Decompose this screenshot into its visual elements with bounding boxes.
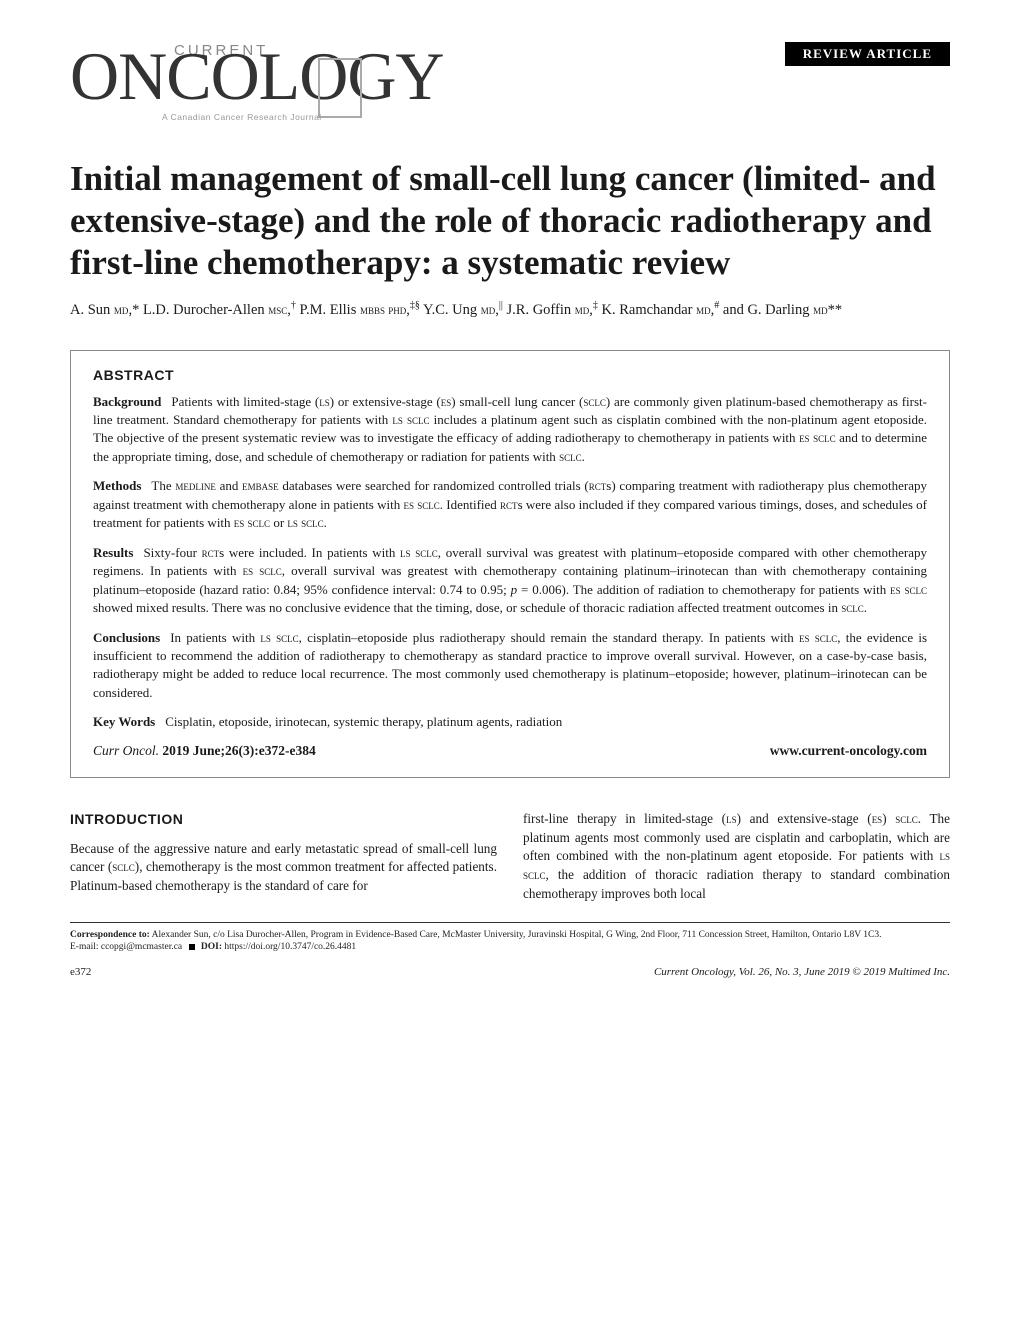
- abstract-text: Patients with limited-stage (ls) or exte…: [93, 394, 927, 464]
- citation: Curr Oncol. 2019 June;26(3):e372-e384: [93, 743, 316, 759]
- citation-journal: Curr Oncol.: [93, 743, 159, 758]
- introduction-text-col2: first-line therapy in limited-stage (ls)…: [523, 810, 950, 904]
- article-title: Initial management of small-cell lung ca…: [70, 158, 950, 284]
- abstract-methods: MethodsThe medline and embase databases …: [93, 477, 927, 532]
- correspondence: Correspondence to: Alexander Sun, c/o Li…: [70, 929, 950, 955]
- column-right: first-line therapy in limited-stage (ls)…: [523, 810, 950, 904]
- body-columns: INTRODUCTION Because of the aggressive n…: [70, 810, 950, 904]
- abstract-text: The medline and embase databases were se…: [93, 478, 927, 530]
- authors-line: A. Sun md,* L.D. Durocher-Allen msc,† P.…: [70, 298, 950, 322]
- logo-box-icon: [318, 58, 362, 118]
- abstract-label: Key Words: [93, 714, 155, 729]
- header-row: CURRENT ONCOLOGY A Canadian Cancer Resea…: [70, 42, 950, 130]
- abstract-results: ResultsSixty-four rcts were included. In…: [93, 544, 927, 618]
- abstract-box: ABSTRACT BackgroundPatients with limited…: [70, 350, 950, 778]
- introduction-text-col1: Because of the aggressive nature and ear…: [70, 840, 497, 896]
- abstract-keywords: Key Words Cisplatin, etoposide, irinoteca…: [93, 713, 927, 731]
- abstract-conclusions: ConclusionsIn patients with ls sclc, cis…: [93, 629, 927, 703]
- page-number: e372: [70, 966, 91, 978]
- footer-row: e372 Current Oncology, Vol. 26, No. 3, J…: [70, 966, 950, 978]
- column-left: INTRODUCTION Because of the aggressive n…: [70, 810, 497, 904]
- article-type-badge: REVIEW ARTICLE: [785, 42, 950, 66]
- citation-details: 2019 June;26(3):e372-e384: [159, 743, 316, 758]
- journal-tagline: A Canadian Cancer Research Journal: [162, 112, 322, 122]
- journal-logo: CURRENT ONCOLOGY A Canadian Cancer Resea…: [70, 42, 444, 130]
- journal-website: www.current-oncology.com: [770, 743, 927, 759]
- abstract-text: In patients with ls sclc, cisplatin–etop…: [93, 630, 927, 700]
- abstract-label: Methods: [93, 478, 141, 493]
- abstract-text: Cisplatin, etoposide, irinotecan, system…: [165, 714, 562, 729]
- footer-divider: [70, 922, 950, 923]
- abstract-text: Sixty-four rcts were included. In patien…: [93, 545, 927, 615]
- citation-row: Curr Oncol. 2019 June;26(3):e372-e384 ww…: [93, 743, 927, 759]
- abstract-heading: ABSTRACT: [93, 367, 927, 383]
- introduction-heading: INTRODUCTION: [70, 810, 497, 830]
- journal-name: ONCOLOGY: [70, 42, 444, 110]
- abstract-label: Background: [93, 394, 161, 409]
- abstract-label: Results: [93, 545, 133, 560]
- footer-copyright: Current Oncology, Vol. 26, No. 3, June 2…: [654, 966, 950, 978]
- abstract-background: BackgroundPatients with limited-stage (l…: [93, 393, 927, 467]
- abstract-label: Conclusions: [93, 630, 160, 645]
